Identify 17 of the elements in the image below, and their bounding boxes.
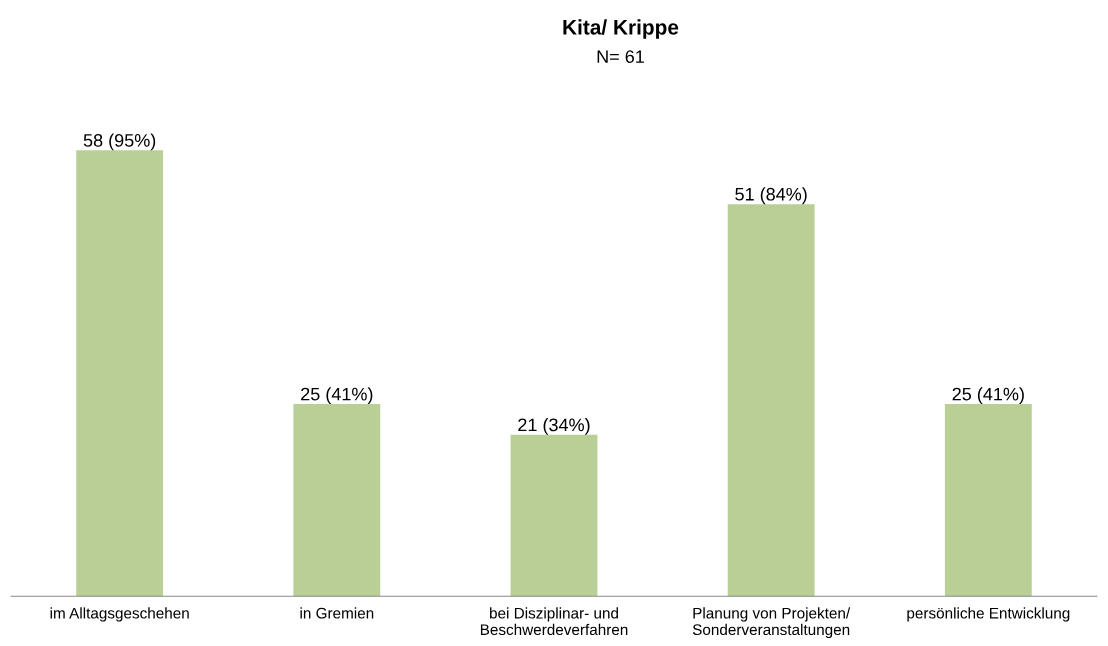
bar [510,434,598,597]
bar [76,150,164,597]
x-tick-label: persönliche Entwicklung [907,607,1070,622]
chart-title: Kita/ Krippe [563,19,679,39]
data-label: 21 (34%) [518,417,590,435]
chart-subtitle: N= 61 [597,50,644,63]
bar [944,404,1032,597]
x-tick-label: Planung von Projekten/ Sonderveranstaltungen [692,607,851,639]
data-label: 58 (95%) [83,133,156,151]
x-tick-label: in Gremien [300,607,374,619]
bar [727,204,815,597]
x-tick-label: bei Disziplinar- und Beschwerdeverfahren [480,607,628,636]
x-tick-label: im Alltagsgeschehen [50,607,189,622]
data-label: 51 (84%) [735,187,807,205]
data-label: 25 (41%) [301,387,373,405]
data-label: 25 (41%) [952,387,1024,405]
bar [293,404,381,597]
